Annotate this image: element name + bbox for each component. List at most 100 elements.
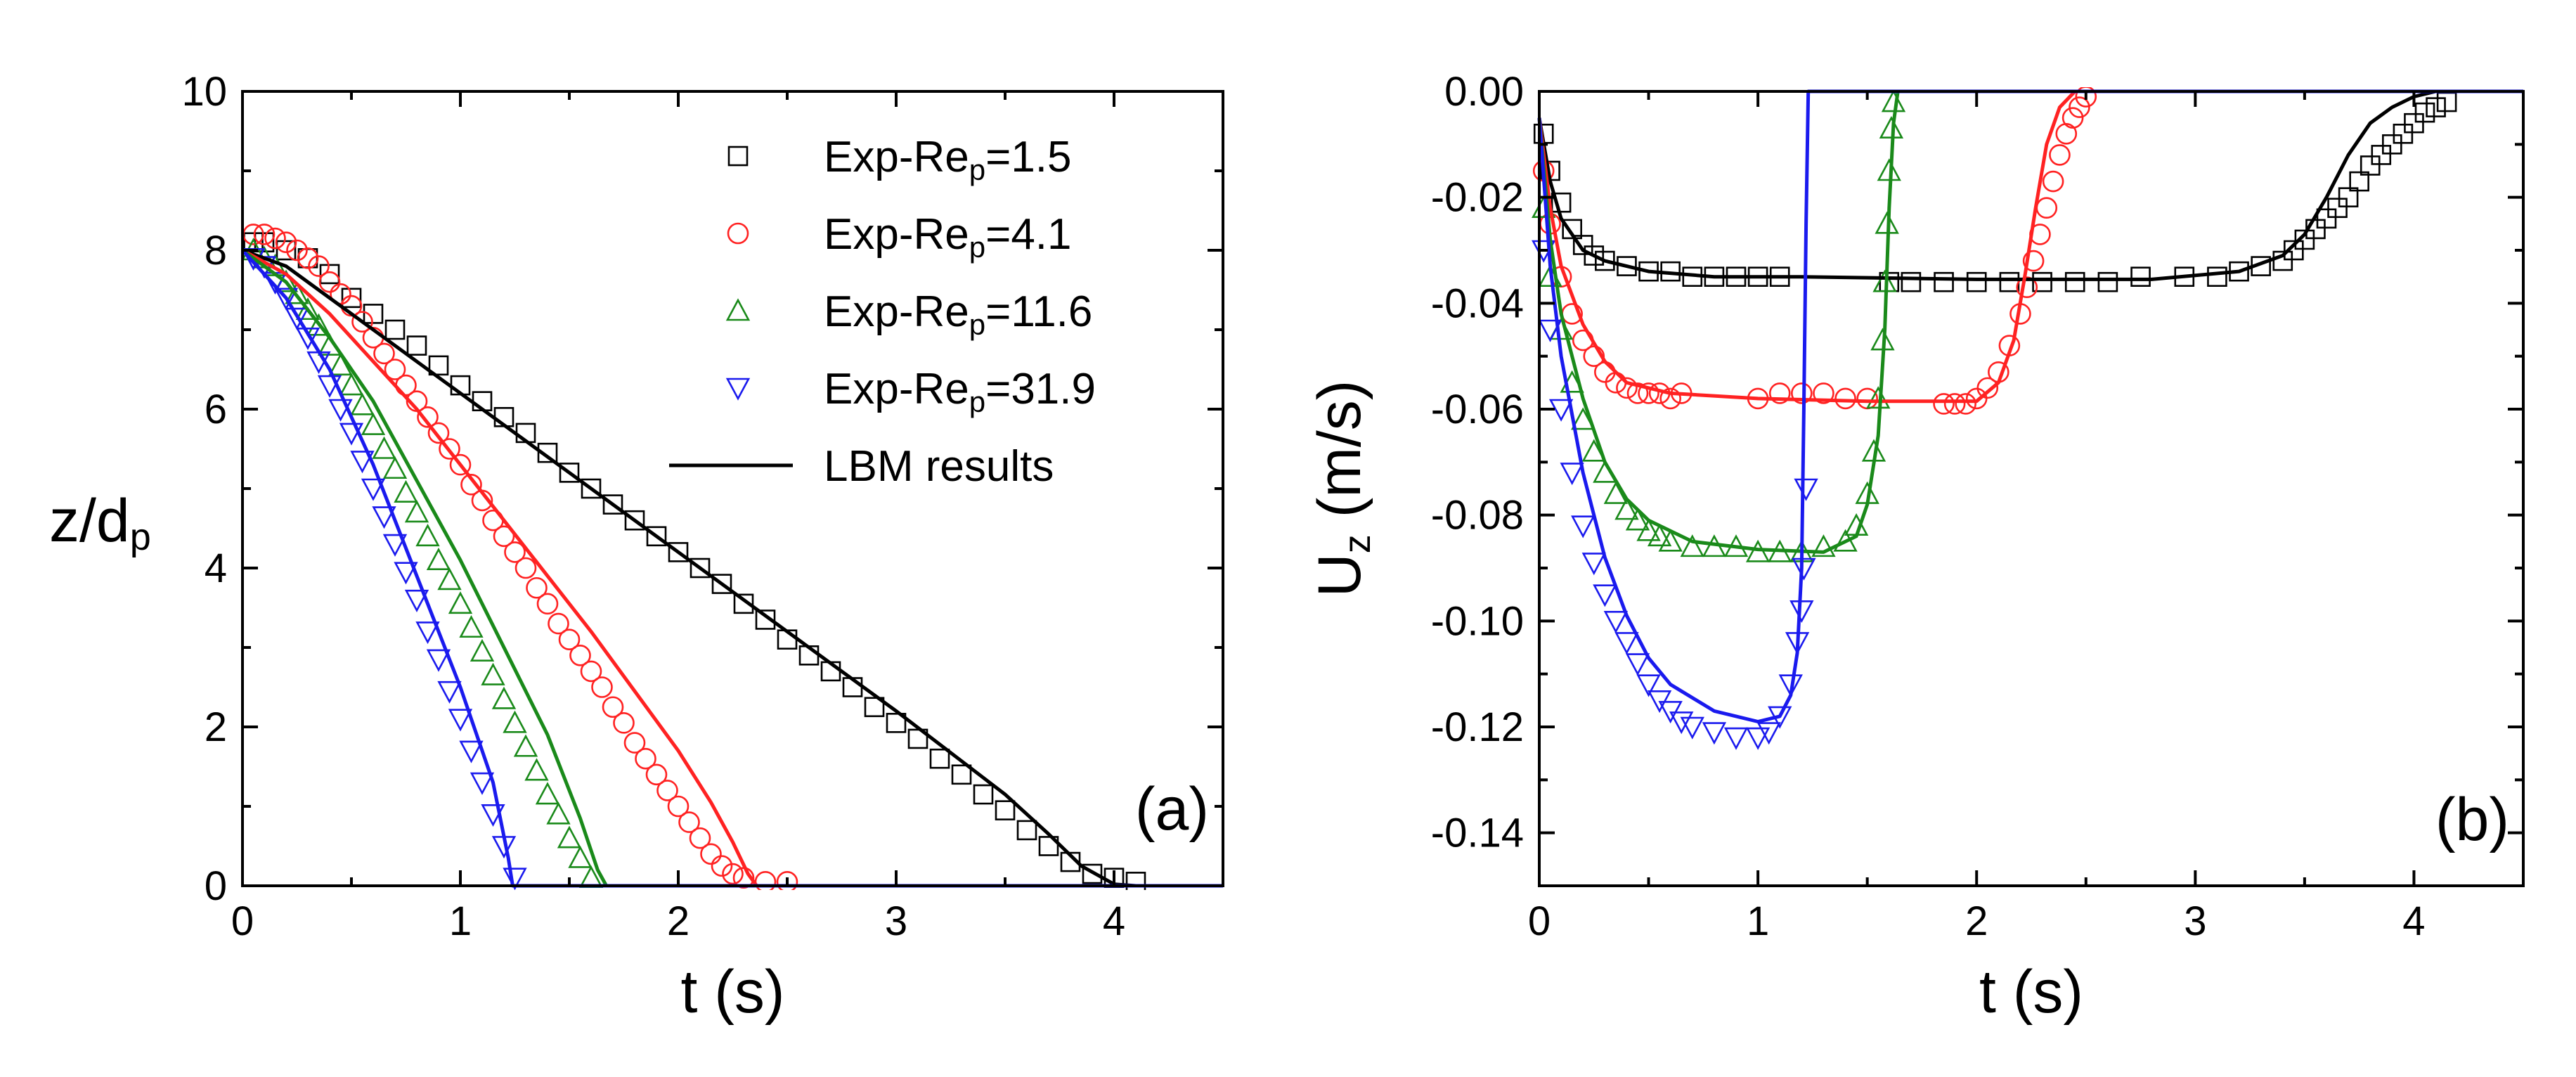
data-point — [363, 304, 384, 324]
data-point — [361, 412, 386, 435]
data-point — [297, 247, 319, 269]
data-point — [2032, 271, 2052, 292]
data-point — [503, 710, 527, 733]
x-tick-label: 4 — [2402, 898, 2425, 944]
data-point — [1082, 863, 1103, 884]
data-point — [276, 240, 297, 261]
data-point — [1976, 377, 1999, 399]
data-point — [2130, 266, 2151, 287]
data-point — [306, 313, 331, 336]
data-point — [439, 438, 460, 460]
data-point — [426, 547, 451, 571]
data-point — [1016, 820, 1037, 841]
data-point — [382, 534, 408, 557]
data-point — [580, 660, 602, 683]
data-point — [2049, 144, 2071, 166]
legend-entry: Exp-Rep=1.5 — [824, 133, 1072, 186]
data-point — [285, 307, 309, 330]
plot-area — [1532, 87, 2523, 750]
data-point — [514, 557, 537, 579]
panel-label: (b) — [2435, 786, 2509, 853]
data-point — [1768, 382, 1791, 404]
data-point — [1638, 382, 1659, 404]
data-point — [2360, 155, 2381, 176]
data-point — [1943, 393, 1966, 415]
chart-panel-b: 0 1 2 3 4 0.00 -0.02 -0.04 -0.06 -0.08 -0.10 -0.12 -… — [1306, 69, 2525, 1026]
data-point — [2062, 107, 2084, 129]
data-point — [2414, 102, 2435, 123]
series-line-Re1.5 — [1537, 89, 2523, 281]
data-point — [2097, 271, 2118, 292]
data-point — [2075, 87, 2097, 108]
data-point — [341, 288, 362, 309]
legend-entry: Exp-Rep=31.9 — [824, 365, 1096, 418]
data-point — [929, 748, 950, 769]
data-point — [448, 591, 473, 614]
data-point — [1594, 361, 1616, 383]
y-tick-label: -0.08 — [1431, 493, 1524, 538]
data-point — [1856, 387, 1878, 410]
data-point — [1834, 387, 1856, 410]
series-line-Re4.1 — [1537, 89, 2523, 404]
data-point — [722, 863, 744, 885]
data-point — [635, 747, 656, 770]
x-axis-label: t (s) — [1979, 958, 2083, 1026]
x-tick-label: 0 — [231, 898, 254, 944]
data-point — [373, 342, 395, 365]
data-point — [384, 359, 406, 380]
x-tick-label: 3 — [2184, 898, 2206, 944]
legend: Exp-Rep=1.5 Exp-Rep=4.1 Exp-Rep=11.6 Exp-Re… — [669, 133, 1096, 491]
x-tick-label: 2 — [667, 898, 690, 944]
y-tick-label: 4 — [205, 546, 227, 591]
data-point — [559, 463, 580, 483]
data-point — [417, 406, 439, 428]
data-point — [1614, 497, 1639, 520]
x-tick-label: 3 — [885, 898, 907, 944]
series-line-Re11.6 — [1537, 89, 2523, 554]
data-point — [2042, 170, 2064, 193]
data-point — [2294, 229, 2315, 250]
data-point — [1813, 382, 1834, 404]
data-point — [295, 327, 321, 351]
y-tick-label: -0.12 — [1431, 704, 1524, 750]
legend-marker — [727, 222, 749, 245]
data-point — [1603, 611, 1629, 634]
data-point — [437, 681, 462, 704]
y-tick-label: 8 — [205, 228, 227, 273]
data-point — [491, 686, 517, 709]
data-point — [273, 288, 299, 311]
data-point — [526, 576, 548, 599]
data-point — [613, 712, 635, 734]
y-axis-label: z/dp — [49, 487, 151, 558]
data-point — [1794, 478, 1818, 501]
data-point — [1658, 529, 1683, 552]
data-point — [513, 734, 538, 757]
data-point — [1595, 250, 1615, 271]
data-point — [524, 758, 549, 781]
data-point — [678, 811, 700, 833]
data-point — [2284, 240, 2304, 261]
y-tick-label: 0.00 — [1444, 69, 1524, 115]
data-point — [339, 373, 364, 396]
data-point — [1626, 382, 1649, 404]
y-axis-label: Uz (m/s) — [1306, 380, 1378, 598]
data-point — [1669, 711, 1694, 735]
data-point — [755, 610, 776, 630]
data-point — [1614, 632, 1639, 655]
data-point — [286, 239, 308, 262]
data-point — [1723, 727, 1749, 750]
data-point — [394, 562, 418, 585]
data-point — [1625, 508, 1650, 531]
y-tick-label: -0.14 — [1431, 811, 1524, 856]
data-point — [623, 732, 646, 754]
data-point — [689, 827, 711, 849]
data-point — [339, 423, 364, 446]
data-point — [1636, 674, 1661, 697]
data-point — [646, 526, 667, 547]
data-point — [1745, 727, 1771, 750]
data-point — [394, 479, 418, 503]
data-point — [2055, 122, 2078, 145]
data-point — [460, 474, 482, 496]
